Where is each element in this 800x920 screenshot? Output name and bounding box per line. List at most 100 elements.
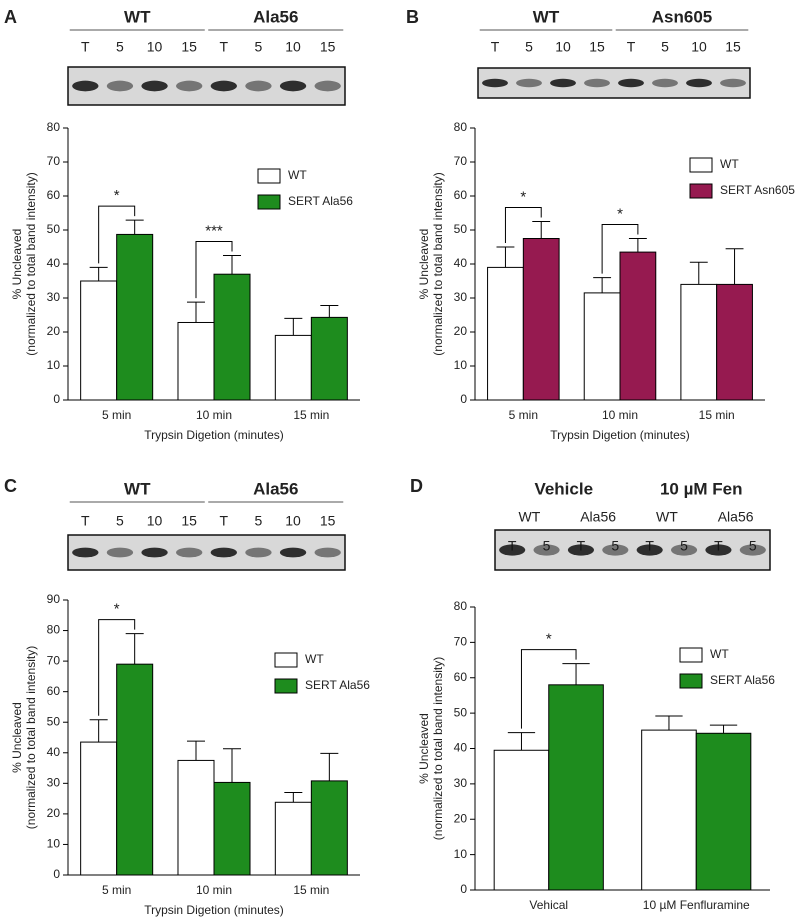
significance-label: * [617, 205, 623, 222]
x-tick-label: 10 min [196, 408, 232, 422]
significance-bracket [195, 241, 233, 299]
bar [213, 781, 251, 876]
bar [583, 292, 621, 401]
y-axis-label: % Uncleaved [10, 229, 24, 300]
blot-subgroup-label: WT [656, 509, 678, 525]
y-tick-label: 60 [454, 188, 468, 202]
bar [641, 729, 697, 891]
lane-label: 15 [589, 39, 605, 55]
blot-group-label: WT [533, 7, 560, 26]
blot-subgroup-label: Ala56 [718, 509, 754, 525]
bar [493, 749, 550, 891]
y-axis-label: % Uncleaved [10, 702, 24, 773]
lane-label: 15 [725, 39, 741, 55]
y-tick-label: 30 [47, 290, 61, 304]
blot-band [739, 544, 766, 556]
lane-label: 15 [320, 39, 336, 55]
legend-swatch [257, 194, 281, 210]
panel-letter: D [410, 476, 423, 496]
blot-band [106, 80, 134, 92]
lane-label: 5 [525, 39, 533, 55]
y-tick-label: 70 [454, 154, 468, 168]
lane-label: 15 [181, 513, 197, 529]
blot-band [279, 547, 307, 558]
blot-band [314, 80, 341, 92]
blot-band [618, 78, 644, 88]
legend-label: SERT Ala56 [710, 673, 775, 687]
blot-band [141, 547, 168, 558]
lane-label: 5 [116, 39, 124, 55]
y-tick-label: 60 [47, 684, 61, 698]
bar [80, 741, 118, 876]
blot-band [72, 547, 99, 558]
blot-subgroup-label: WT [518, 509, 540, 525]
blot-group-label: Ala56 [253, 7, 298, 26]
legend-label: WT [305, 652, 324, 666]
y-tick-label: 10 [454, 358, 468, 372]
blot-group-label: Ala56 [253, 479, 298, 498]
blot-group-label: Asn605 [652, 7, 712, 26]
legend-swatch [689, 157, 713, 173]
y-tick-label: 40 [454, 256, 468, 270]
blot-band [499, 544, 526, 556]
lane-label: 10 [285, 39, 301, 55]
blot-band [550, 78, 576, 88]
x-axis-label: Trypsin Digetion (minutes) [550, 428, 690, 442]
x-tick-label: 15 min [293, 883, 329, 897]
significance-label: * [520, 188, 526, 205]
blot-band [279, 80, 307, 92]
blot-band [602, 544, 629, 556]
lane-label: 5 [255, 513, 263, 529]
blot-band [533, 544, 560, 556]
blot-band [245, 547, 272, 558]
y-axis-label: (normalized to total band intensity) [24, 646, 38, 829]
bar [310, 316, 348, 401]
blot-band [720, 78, 746, 88]
lane-label: T [81, 513, 90, 529]
lane-label: 15 [181, 39, 197, 55]
x-tick-label: 10 min [602, 408, 638, 422]
blot-band [141, 80, 168, 92]
blot-band [314, 547, 341, 558]
blot-group-label: WT [124, 7, 151, 26]
x-tick-label: 10 µM Fenfluramine [643, 898, 750, 912]
bar [116, 663, 154, 876]
y-tick-label: 20 [454, 811, 468, 825]
bar [177, 759, 215, 876]
significance-bracket [520, 649, 577, 729]
blot-band [106, 547, 134, 558]
y-tick-label: 50 [454, 705, 468, 719]
bar [716, 283, 753, 401]
blot-band [210, 547, 237, 558]
y-tick-label: 80 [454, 599, 468, 613]
y-tick-label: 30 [454, 290, 468, 304]
legend-swatch [679, 673, 703, 689]
panel-letter: A [4, 7, 17, 27]
significance-label: *** [205, 222, 223, 239]
bar [680, 283, 718, 401]
legend-label: SERT Asn605 [720, 183, 795, 197]
blot-band [176, 547, 203, 558]
significance-bracket [601, 224, 639, 274]
y-tick-label: 60 [454, 670, 468, 684]
bar [116, 233, 154, 401]
blot-band [72, 80, 99, 92]
lane-label: 10 [691, 39, 707, 55]
lane-label: T [220, 39, 229, 55]
bar [310, 780, 348, 876]
legend-swatch [257, 168, 281, 184]
y-tick-label: 60 [47, 188, 61, 202]
y-tick-label: 0 [460, 392, 467, 406]
lane-label: 15 [320, 513, 336, 529]
bar [548, 684, 604, 891]
legend-label: WT [720, 157, 739, 171]
y-axis-label: % Uncleaved [417, 229, 431, 300]
y-tick-label: 0 [53, 392, 60, 406]
blot-band [652, 78, 678, 88]
blot-band [567, 544, 594, 556]
significance-label: * [546, 631, 552, 648]
lane-label: 5 [116, 513, 124, 529]
y-tick-label: 50 [47, 222, 61, 236]
legend-swatch [679, 647, 703, 663]
